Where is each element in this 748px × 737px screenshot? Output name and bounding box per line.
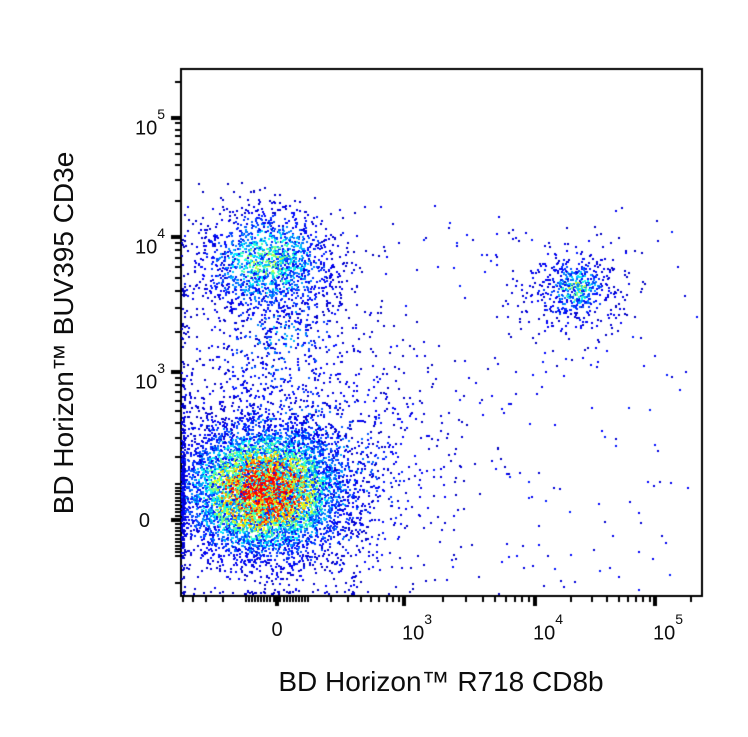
y-tick-label-10e3: 103 bbox=[134, 360, 165, 394]
y-tick-label-10e5: 105 bbox=[134, 106, 165, 140]
x-tick-label-10e3: 103 bbox=[402, 611, 433, 645]
x-axis-title: BD Horizon™ R718 CD8b bbox=[278, 666, 604, 697]
y-axis-title: BD Horizon™ BUV395 CD3e bbox=[48, 151, 79, 515]
x-tick-label-0: 0 bbox=[271, 619, 283, 641]
y-tick-label-0: 0 bbox=[138, 510, 150, 532]
x-tick-label-10e5: 105 bbox=[653, 611, 684, 645]
x-tick-label-10e4: 104 bbox=[533, 611, 564, 645]
y-tick-label-10e4: 104 bbox=[134, 225, 165, 259]
